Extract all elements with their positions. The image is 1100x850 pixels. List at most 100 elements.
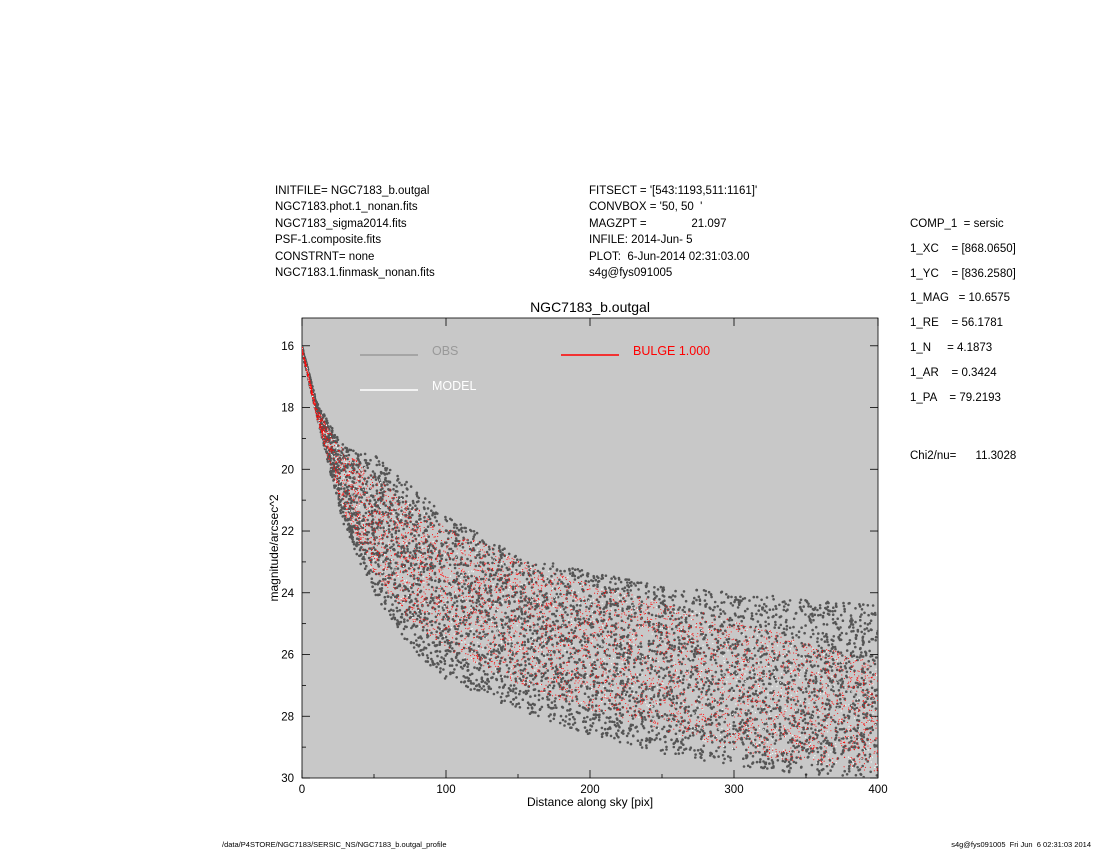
obs-point: [836, 626, 839, 629]
obs-point: [409, 641, 413, 644]
obs-point: [387, 471, 391, 475]
obs-point: [803, 643, 807, 646]
obs-point: [755, 595, 759, 599]
obs-point: [618, 740, 622, 744]
obs-point: [540, 652, 544, 656]
obs-point: [571, 699, 574, 702]
obs-point: [617, 735, 620, 739]
obs-point: [553, 600, 557, 603]
obs-point: [621, 635, 624, 638]
obs-point: [392, 483, 396, 487]
obs-point: [562, 608, 566, 611]
obs-point: [821, 616, 825, 619]
obs-point: [655, 671, 659, 675]
obs-point: [819, 746, 822, 749]
obs-point: [533, 694, 537, 697]
obs-point: [723, 757, 726, 761]
obs-point: [454, 544, 458, 548]
obs-point: [805, 690, 808, 693]
obs-point: [742, 692, 746, 696]
obs-point: [457, 533, 460, 537]
obs-point: [664, 740, 667, 744]
obs-point: [810, 727, 813, 730]
obs-point: [682, 688, 686, 691]
obs-point: [806, 748, 809, 751]
obs-point: [552, 717, 556, 721]
obs-point: [819, 682, 822, 685]
obs-point: [632, 734, 635, 738]
obs-point: [461, 658, 465, 662]
obs-point: [624, 578, 627, 581]
obs-point: [781, 661, 785, 665]
obs-point: [343, 514, 346, 518]
obs-point: [758, 647, 762, 650]
obs-point: [567, 621, 571, 624]
obs-point: [796, 667, 800, 671]
obs-point: [856, 685, 860, 689]
obs-point: [859, 618, 862, 622]
obs-point: [695, 652, 698, 655]
obs-point: [499, 659, 502, 663]
obs-point: [533, 676, 537, 679]
obs-point: [340, 487, 343, 490]
obs-point: [824, 702, 828, 706]
obs-point: [849, 614, 853, 617]
obs-point: [795, 756, 798, 759]
obs-point: [487, 545, 491, 549]
obs-point: [541, 615, 544, 619]
obs-point: [602, 613, 606, 617]
obs-point: [449, 672, 452, 676]
obs-point: [559, 592, 562, 596]
obs-point: [393, 595, 397, 598]
obs-point: [451, 549, 455, 553]
obs-point: [577, 617, 580, 621]
obs-point: [867, 629, 870, 633]
obs-point: [415, 643, 419, 646]
obs-point: [594, 578, 598, 582]
obs-point: [761, 679, 764, 682]
obs-point: [678, 679, 682, 683]
obs-point: [810, 691, 814, 694]
obs-point: [602, 610, 606, 614]
obs-point: [382, 551, 386, 555]
obs-point: [807, 605, 810, 608]
obs-point: [467, 585, 470, 588]
obs-point: [648, 737, 652, 740]
obs-point: [779, 615, 783, 618]
obs-point: [565, 671, 569, 675]
obs-point: [674, 617, 677, 621]
obs-point: [723, 720, 726, 724]
obs-point: [622, 651, 626, 655]
obs-point: [816, 608, 819, 612]
obs-point: [719, 608, 722, 611]
obs-point: [662, 676, 665, 680]
obs-point: [861, 689, 865, 692]
obs-point: [365, 463, 369, 467]
obs-point: [480, 624, 483, 628]
obs-point: [406, 547, 409, 551]
header-left-line: CONSTRNT= none: [275, 250, 375, 263]
obs-point: [573, 578, 577, 581]
obs-point: [761, 709, 764, 712]
param-row: 1_YC = [836.2580]: [910, 267, 1016, 280]
obs-point: [754, 692, 757, 696]
obs-point: [789, 753, 793, 756]
obs-point: [724, 629, 727, 633]
obs-point: [683, 642, 686, 645]
obs-point: [762, 669, 765, 673]
obs-point: [415, 493, 419, 496]
obs-point: [798, 601, 802, 604]
obs-point: [768, 670, 771, 673]
obs-point: [504, 600, 507, 604]
obs-point: [723, 750, 726, 753]
obs-point: [589, 718, 592, 721]
obs-point: [707, 590, 711, 594]
obs-point: [636, 679, 639, 683]
obs-point: [606, 731, 609, 735]
obs-point: [852, 746, 855, 749]
obs-point: [816, 637, 819, 640]
obs-point: [447, 532, 451, 535]
obs-point: [873, 659, 876, 663]
obs-point: [400, 632, 404, 636]
obs-point: [415, 617, 419, 621]
